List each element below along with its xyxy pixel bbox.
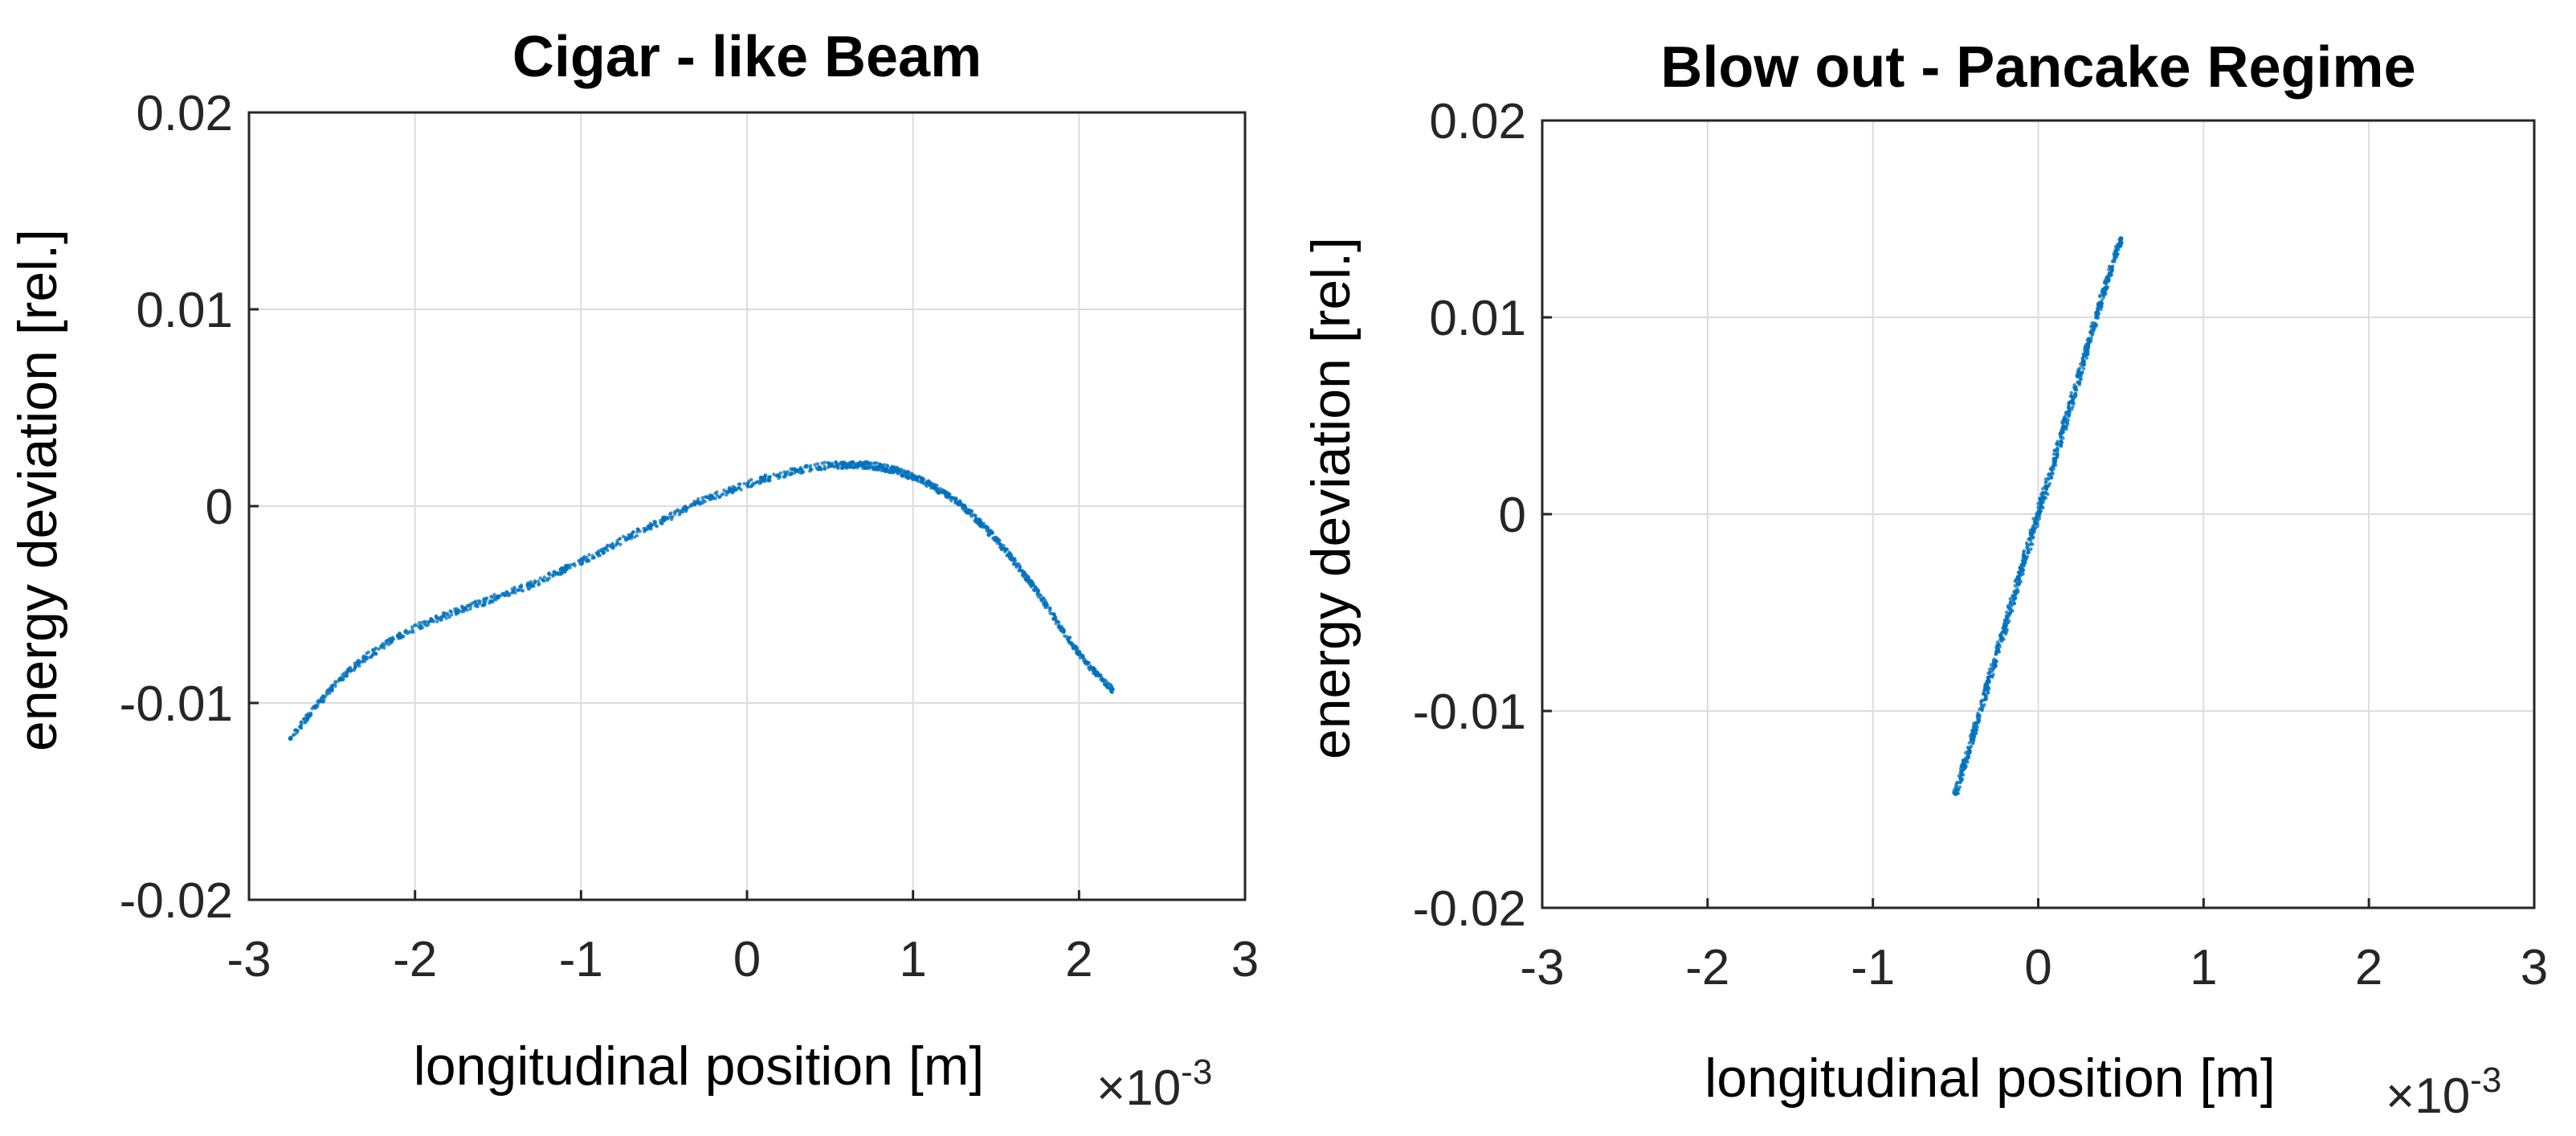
y-tick-labels: -0.02 -0.01 0 0.01 0.02 xyxy=(1413,94,1552,937)
chart-title: Blow out - Pancake Regime xyxy=(1660,35,2415,100)
data-point xyxy=(2118,236,2124,241)
x-tick-label: 2 xyxy=(1065,932,1092,987)
x-tick-labels: -3 -2 -1 0 1 2 3 xyxy=(1520,898,2548,995)
point-cloud xyxy=(289,460,1114,740)
data-point xyxy=(728,488,733,493)
data-point xyxy=(695,500,700,505)
data-point xyxy=(2035,512,2041,517)
x-tick-label: -3 xyxy=(227,932,271,987)
data-point xyxy=(1027,578,1032,584)
x-tick-label: -1 xyxy=(559,932,603,987)
x-axis-label: longitudinal position [m] xyxy=(414,1036,985,1097)
data-point xyxy=(396,633,401,639)
data-point xyxy=(288,736,293,742)
data-point xyxy=(2052,456,2058,462)
data-point xyxy=(1953,791,1958,796)
data-point xyxy=(927,482,933,488)
y-tick-label: 0.01 xyxy=(136,283,233,338)
data-point xyxy=(628,533,634,538)
y-tick-label: 0 xyxy=(206,480,233,535)
data-point xyxy=(1970,736,1975,742)
chart-blow-out-pancake-regime: -3 -2 -1 0 1 2 3 -0.02 -0.01 0 0.01 0.02 Blow out … xyxy=(1300,35,2548,1124)
x-tick-label: 2 xyxy=(2355,940,2382,995)
data-point xyxy=(2019,566,2024,572)
x-tick-label: 0 xyxy=(2024,940,2051,995)
data-point xyxy=(362,655,368,660)
x-axis-label: longitudinal position [m] xyxy=(1704,1048,2276,1109)
x-tick-label: -3 xyxy=(1520,940,1564,995)
data-point xyxy=(910,474,916,480)
y-tick-label: 0 xyxy=(1499,488,1526,543)
y-tick-label: 0.01 xyxy=(1429,291,1526,346)
data-point xyxy=(977,519,982,525)
data-point xyxy=(794,468,799,473)
data-point xyxy=(844,462,849,468)
data-point xyxy=(944,492,949,497)
chart-cigar-like-beam: -3 -2 -1 0 1 2 3 -0.02 -0.01 0 0.01 0.02 Cigar - l… xyxy=(7,25,1259,1116)
data-point xyxy=(1109,686,1115,692)
data-point xyxy=(1093,671,1098,676)
x-tick-label: 1 xyxy=(2190,940,2217,995)
data-point xyxy=(2002,623,2008,629)
data-point xyxy=(337,676,343,682)
x-tick-label: 0 xyxy=(733,932,761,987)
data-point xyxy=(1986,679,1991,684)
y-tick-labels: -0.02 -0.01 0 0.01 0.02 xyxy=(120,86,259,929)
x-tick-label: -1 xyxy=(1851,940,1895,995)
data-point xyxy=(561,566,567,572)
data-point xyxy=(1059,627,1065,633)
chart-title: Cigar - like Beam xyxy=(512,25,982,89)
data-point xyxy=(860,462,866,468)
point-cloud xyxy=(1952,237,2124,795)
data-point xyxy=(1043,602,1048,607)
data-point xyxy=(960,504,965,509)
data-point xyxy=(529,582,534,587)
y-tick-label: 0.02 xyxy=(1429,94,1526,149)
data-point xyxy=(2085,344,2091,349)
data-point xyxy=(877,464,883,469)
grid xyxy=(248,112,1246,901)
y-tick-label: 0.02 xyxy=(136,86,233,141)
x-tick-label: 3 xyxy=(2521,940,2548,995)
scatter-points xyxy=(288,460,1115,742)
data-point xyxy=(2101,287,2107,292)
data-point xyxy=(595,550,600,556)
x-tick-label: 1 xyxy=(899,932,926,987)
x-tick-label: -2 xyxy=(393,932,437,987)
y-axis-label: energy deviation [rel.] xyxy=(7,229,68,751)
y-tick-label: -0.01 xyxy=(1413,684,1526,740)
y-tick-label: -0.01 xyxy=(120,676,233,732)
scatter-points xyxy=(1952,236,2124,796)
data-point xyxy=(827,462,833,468)
data-point xyxy=(429,618,435,623)
data-point xyxy=(312,704,318,709)
x-multiplier-label: ×10-3 xyxy=(1096,1052,1212,1116)
x-tick-labels: -3 -2 -1 0 1 2 3 xyxy=(227,890,1259,987)
x-tick-label: -2 xyxy=(1685,940,1729,995)
y-tick-label: -0.02 xyxy=(120,873,233,929)
data-point xyxy=(661,517,667,523)
data-point xyxy=(496,594,500,599)
data-point xyxy=(462,606,467,611)
y-tick-label: -0.02 xyxy=(1413,881,1526,937)
data-point xyxy=(1076,651,1082,656)
x-tick-label: 3 xyxy=(1231,932,1259,987)
data-point xyxy=(1010,557,1015,562)
data-point xyxy=(761,476,766,481)
data-point xyxy=(2068,399,2074,405)
data-point xyxy=(894,468,899,473)
data-point xyxy=(994,537,998,542)
x-multiplier-label: ×10-3 xyxy=(2386,1060,2501,1124)
y-axis-label: energy deviation [rel.] xyxy=(1300,237,1361,759)
